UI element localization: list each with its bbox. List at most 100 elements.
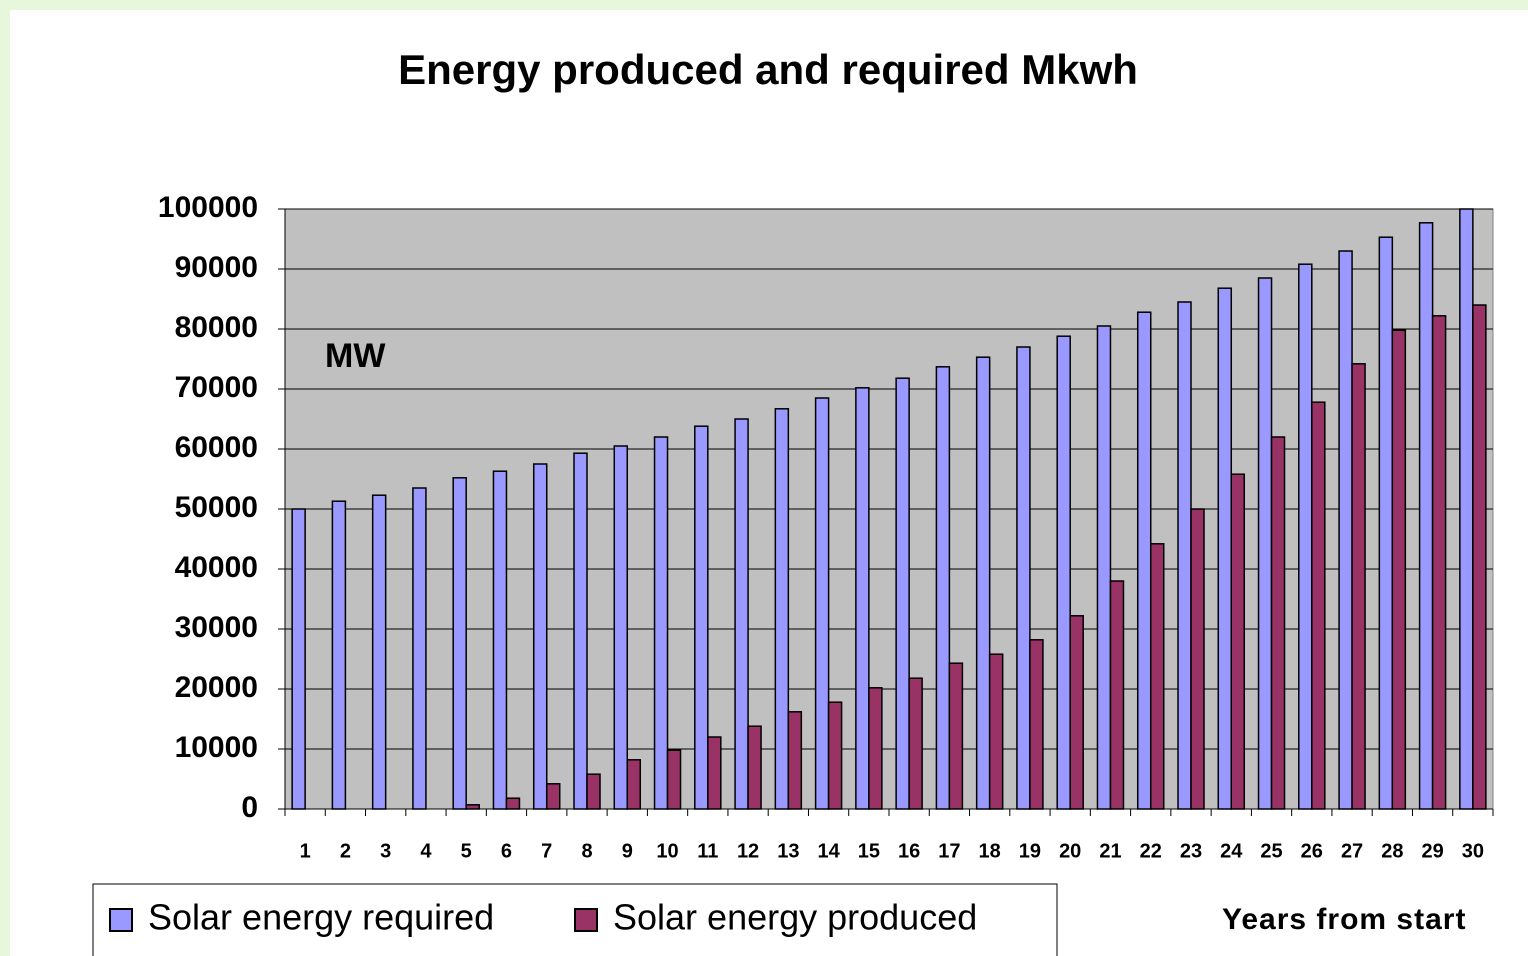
x-tick-label: 15 [858,840,880,862]
y-tick-label: 70000 [175,371,258,404]
x-tick-label: 13 [777,840,799,862]
bar [626,759,642,810]
x-tick-label: 25 [1260,840,1282,862]
bar [1016,346,1031,810]
bar [1378,236,1394,810]
x-tick-label: 26 [1301,840,1323,862]
bar [774,408,790,810]
bar [573,452,588,810]
y-tick-label: 20000 [175,671,258,704]
y-tick-label: 30000 [175,611,258,644]
bar [291,508,306,810]
x-tick-label: 21 [1099,840,1121,862]
bar [1311,401,1326,810]
y-tick-label: 60000 [175,431,258,464]
legend-swatch [109,908,133,932]
y-tick-label: 100000 [158,191,258,224]
x-axis-label: Years from start [1222,903,1466,936]
bar [948,662,964,810]
x-tick-label: 7 [541,840,552,862]
x-tick-label: 14 [817,840,840,862]
bar [666,749,682,810]
bar [1096,325,1112,810]
bar [1391,329,1407,810]
x-tick-label: 8 [581,840,592,862]
bar [734,418,749,810]
annotation: MW [325,337,386,375]
x-tick-label: 20 [1059,840,1081,862]
x-tick-label: 5 [461,840,472,862]
x-tick-label: 9 [622,840,633,862]
bar [908,677,923,810]
bar [855,387,870,810]
bar [1418,222,1434,810]
bar [653,436,669,810]
bar [1472,304,1487,810]
bar [707,736,722,810]
x-tick-label: 16 [898,840,920,862]
legend-swatch [574,908,598,932]
bar [492,470,508,810]
bar [827,701,843,810]
bar [1431,315,1447,810]
bar [895,377,910,810]
bar [1069,615,1084,810]
x-tick-label: 2 [340,840,351,862]
bar [331,500,347,810]
y-tick-label: 40000 [175,551,258,584]
bar [787,711,803,810]
bar [1056,335,1071,810]
bar [747,725,762,810]
bar [613,445,629,810]
y-tick-label: 80000 [175,311,258,344]
bar [1177,301,1192,810]
x-tick-label: 10 [656,840,678,862]
bar [532,463,548,810]
x-tick-label: 22 [1140,840,1162,862]
bar [1109,580,1125,810]
bar [1230,473,1246,810]
bar [975,356,991,810]
legend-label: Solar energy produced [613,897,977,938]
bar [1338,250,1353,810]
y-tick-label: 90000 [175,251,258,284]
bar [1149,543,1165,810]
x-tick-label: 23 [1180,840,1202,862]
bar [1459,208,1474,810]
chart-title: Energy produced and required Mkwh [398,46,1138,93]
bar [1217,287,1233,810]
bar [694,425,709,810]
y-tick-label: 10000 [175,731,258,764]
bar [1257,277,1273,810]
y-tick-label: 50000 [175,491,258,524]
bar [1190,508,1205,810]
x-tick-label: 19 [1019,840,1041,862]
bar [412,487,427,810]
bar [814,397,830,810]
bar [935,366,951,810]
bar [452,477,467,810]
legend-label: Solar energy required [148,897,494,938]
bar [371,494,387,810]
x-tick-label: 28 [1381,840,1403,862]
x-tick-label: 18 [979,840,1001,862]
x-tick-label: 3 [380,840,391,862]
x-tick-label: 24 [1220,840,1243,862]
x-tick-label: 4 [420,840,432,862]
grid: 0 10000 20000 30000 40000 50000 60000 70000 8000… [158,191,1494,862]
bar [1270,436,1286,810]
x-tick-label: 17 [938,840,960,862]
bar [505,797,521,810]
bar [1136,311,1152,810]
x-tick-label: 11 [697,840,718,862]
y-tick-label: 0 [241,791,258,824]
bar [1351,363,1366,810]
x-tick-label: 30 [1462,840,1484,862]
x-tick-label: 27 [1341,840,1363,862]
x-tick-label: 29 [1421,840,1443,862]
bar [586,773,601,810]
bar [1298,263,1313,810]
bar [465,804,480,810]
